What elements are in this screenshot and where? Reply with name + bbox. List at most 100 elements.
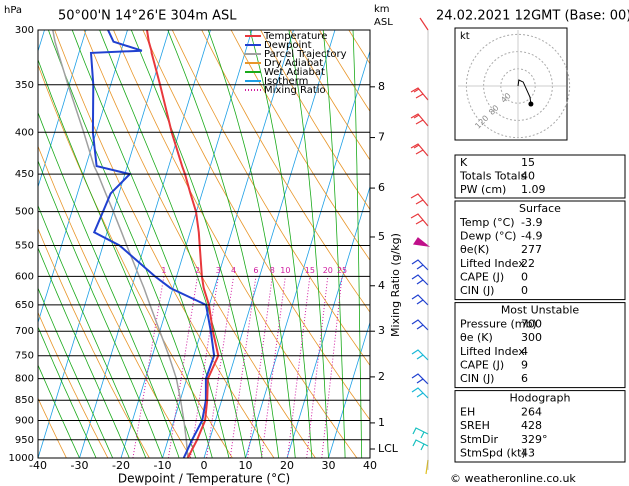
storm-motion (528, 101, 534, 107)
y-tick-label: 400 (15, 127, 34, 138)
y-tick-label: 300 (15, 25, 34, 36)
wind-barb (412, 427, 429, 439)
mixing-ratio-label: 20 (323, 266, 333, 275)
y2-tick-label: LCL (378, 442, 399, 455)
mixing-ratio-line (321, 276, 343, 458)
wind-barb (410, 87, 429, 101)
wind-barb (419, 17, 429, 31)
table-value: -3.9 (521, 216, 542, 229)
datetime: 24.02.2021 12GMT (Base: 00) (436, 9, 629, 24)
wind-barb (411, 294, 429, 306)
table-label: EH (460, 406, 475, 419)
mixing-ratio-line (206, 276, 235, 458)
legend-label: Mixing Ratio (264, 85, 326, 96)
profile-line (146, 30, 220, 458)
table-label: θe (K) (460, 331, 493, 344)
wind-barb (411, 259, 429, 271)
table-value: 40 (521, 170, 535, 183)
legend-label: Dewpoint (264, 40, 312, 51)
table-value: 43 (521, 446, 535, 459)
y-tick-label: 350 (15, 80, 34, 91)
wind-barb (412, 237, 431, 247)
dry-adiabat (38, 63, 233, 458)
table-value: 15 (521, 156, 535, 169)
wind-barb (410, 213, 429, 227)
plot-frame (37, 29, 371, 459)
table-value: 4 (521, 345, 528, 358)
wind-barb (411, 274, 429, 286)
y2-tick-label: 2 (378, 370, 385, 383)
dry-adiabat (38, 397, 67, 458)
isotherm-grid (120, 30, 253, 458)
wet-adiabat (322, 30, 346, 458)
isotherm-grid (38, 30, 170, 458)
mixing-ratio-line (260, 276, 286, 458)
isotherm-grid (203, 30, 336, 458)
legend-label: Parcel Trajectory (264, 49, 347, 60)
wind-barb (411, 387, 429, 399)
table-label: CAPE (J) (460, 270, 504, 283)
table-label: K (460, 156, 468, 169)
profile-line (89, 30, 216, 458)
table-value: 428 (521, 419, 542, 432)
section-title: Hodograph (510, 392, 571, 405)
y-tick-label: 600 (15, 271, 34, 282)
mixing-ratio-label: 15 (305, 266, 315, 275)
isotherm (38, 30, 87, 189)
y-tick-label: 950 (15, 435, 34, 446)
dry-adiabat (584, 30, 629, 458)
y-tick-label: 700 (15, 326, 34, 337)
mixing-ratio-label: 2 (195, 266, 200, 275)
dry-adiabat (614, 30, 629, 458)
y2-tick-label: 7 (378, 131, 385, 144)
y-tick-label: 1000 (9, 453, 34, 464)
table-label: Dewp (°C) (460, 230, 516, 243)
table-label: StmDir (460, 433, 499, 446)
dry-adiabat (230, 30, 370, 261)
wind-barb (410, 193, 429, 207)
table-box (454, 302, 626, 389)
mixing-ratio-label: 10 (280, 266, 290, 275)
wind-barb (425, 459, 429, 475)
section-title: Most Unstable (501, 304, 580, 317)
wind-barb (410, 143, 429, 157)
y2-tick-label: 4 (378, 279, 385, 292)
table-label: Pressure (mb) (460, 318, 537, 331)
y-tick-label: 650 (15, 300, 34, 311)
table-value: 329° (521, 433, 548, 446)
dry-adiabat (289, 30, 370, 161)
x-tick-label: -20 (112, 459, 130, 472)
table-value: 300 (521, 331, 542, 344)
mixing-ratio-line (247, 276, 273, 458)
table-label: Lifted Index (460, 257, 525, 270)
y2-axis-label: Mixing Ratio (g/kg) (389, 233, 402, 337)
y2-tick-label: 5 (378, 230, 385, 243)
x-axis-label: Dewpoint / Temperature (°C) (118, 472, 290, 486)
table-value: 277 (521, 243, 542, 256)
mixing-ratio-line (167, 276, 198, 458)
isotherm-grid (286, 185, 370, 458)
table-label: CIN (J) (460, 372, 494, 385)
y-tick-label: 800 (15, 374, 34, 385)
dry-adiabat (38, 311, 109, 458)
table-value: 264 (521, 406, 542, 419)
section-title: Surface (519, 202, 561, 215)
footer: © weatheronline.co.uk (450, 472, 576, 485)
wet-adiabat (38, 364, 80, 458)
hodograph-frame (454, 27, 568, 141)
mixing-ratio-label: 8 (270, 266, 275, 275)
x-tick-label: -30 (71, 459, 89, 472)
y-tick-label: 850 (15, 395, 34, 406)
isotherm (0, 30, 3, 458)
table-value: 1.09 (521, 183, 546, 196)
mixing-ratio-line (306, 276, 329, 458)
mixing-ratio-line (287, 276, 311, 458)
isotherm-grid (328, 321, 370, 458)
isotherm-grid (245, 49, 370, 458)
table-value: 0 (521, 270, 528, 283)
y2-tick-label: 6 (378, 181, 385, 194)
y-tick-label: 900 (15, 416, 34, 427)
wind-barb (411, 349, 429, 361)
profile-line (52, 30, 189, 458)
